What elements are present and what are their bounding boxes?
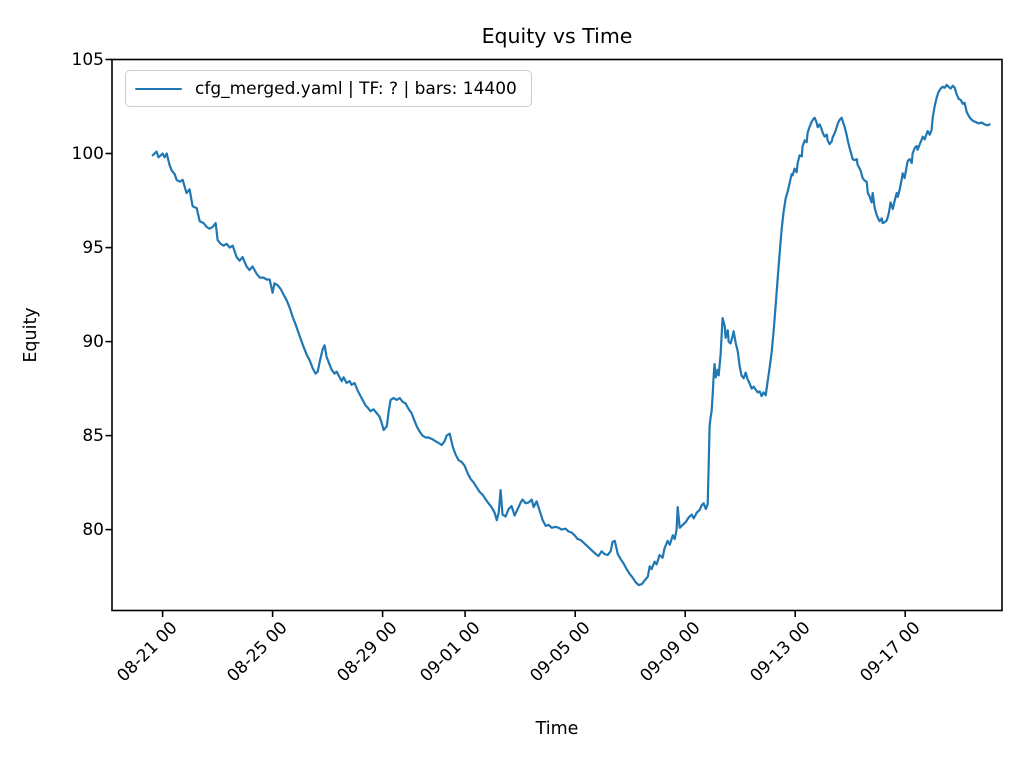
y-tick-label: 80 bbox=[82, 519, 104, 540]
y-tick-label: 90 bbox=[82, 331, 104, 352]
y-tick-label: 85 bbox=[82, 425, 104, 446]
y-tick-label: 100 bbox=[71, 143, 104, 164]
y-axis-label: Equity bbox=[21, 307, 41, 363]
axes-spines bbox=[111, 58, 1003, 612]
chart-title: Equity vs Time bbox=[481, 24, 633, 48]
legend: cfg_merged.yaml | TF: ? | bars: 14400 bbox=[125, 70, 532, 107]
x-axis-label: Time bbox=[535, 719, 579, 739]
y-tick-label: 105 bbox=[71, 49, 104, 70]
legend-label: cfg_merged.yaml | TF: ? | bars: 14400 bbox=[195, 78, 517, 99]
equity-line bbox=[151, 83, 991, 587]
y-tick-label: 95 bbox=[82, 237, 104, 258]
legend-line-swatch bbox=[135, 87, 182, 90]
